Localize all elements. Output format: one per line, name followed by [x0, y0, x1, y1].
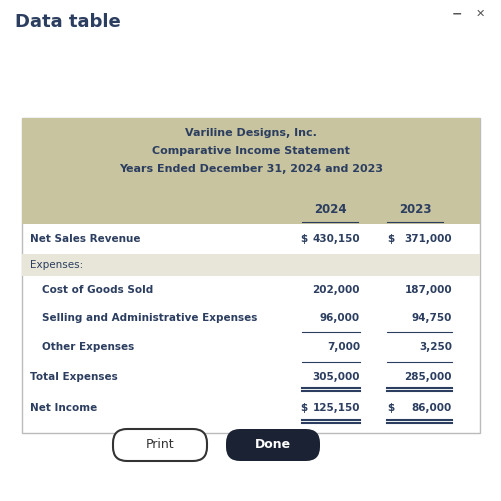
Text: 96,000: 96,000: [319, 313, 359, 323]
Text: Net Income: Net Income: [30, 403, 97, 413]
FancyBboxPatch shape: [22, 254, 479, 276]
Text: 371,000: 371,000: [404, 234, 451, 244]
Text: 2024: 2024: [313, 203, 346, 216]
Text: 305,000: 305,000: [312, 372, 359, 382]
Text: Cost of Goods Sold: Cost of Goods Sold: [42, 285, 153, 295]
Text: $: $: [300, 403, 307, 413]
FancyBboxPatch shape: [22, 198, 479, 224]
Text: Other Expenses: Other Expenses: [42, 342, 134, 352]
Text: Comparative Income Statement: Comparative Income Statement: [152, 146, 349, 156]
Text: 187,000: 187,000: [404, 285, 451, 295]
FancyBboxPatch shape: [22, 118, 479, 198]
Text: 94,750: 94,750: [411, 313, 451, 323]
Text: 285,000: 285,000: [404, 372, 451, 382]
Text: Print: Print: [145, 438, 174, 451]
Text: −: −: [451, 7, 461, 20]
Text: Years Ended December 31, 2024 and 2023: Years Ended December 31, 2024 and 2023: [119, 164, 382, 174]
Text: $: $: [300, 234, 307, 244]
Text: 2023: 2023: [398, 203, 430, 216]
Text: Total Expenses: Total Expenses: [30, 372, 118, 382]
FancyBboxPatch shape: [225, 429, 319, 461]
Text: ✕: ✕: [474, 9, 484, 19]
Text: 86,000: 86,000: [411, 403, 451, 413]
Text: Data table: Data table: [15, 13, 121, 31]
Text: 125,150: 125,150: [312, 403, 359, 413]
Text: Done: Done: [255, 438, 291, 451]
Text: 7,000: 7,000: [326, 342, 359, 352]
Text: 430,150: 430,150: [312, 234, 359, 244]
Text: 202,000: 202,000: [312, 285, 359, 295]
Text: $: $: [386, 234, 393, 244]
Text: Selling and Administrative Expenses: Selling and Administrative Expenses: [42, 313, 257, 323]
Text: Expenses:: Expenses:: [30, 260, 83, 270]
Text: $: $: [386, 403, 393, 413]
Text: Variline Designs, Inc.: Variline Designs, Inc.: [185, 128, 316, 138]
FancyBboxPatch shape: [22, 118, 479, 433]
Text: Net Sales Revenue: Net Sales Revenue: [30, 234, 140, 244]
FancyBboxPatch shape: [113, 429, 206, 461]
Text: 3,250: 3,250: [418, 342, 451, 352]
